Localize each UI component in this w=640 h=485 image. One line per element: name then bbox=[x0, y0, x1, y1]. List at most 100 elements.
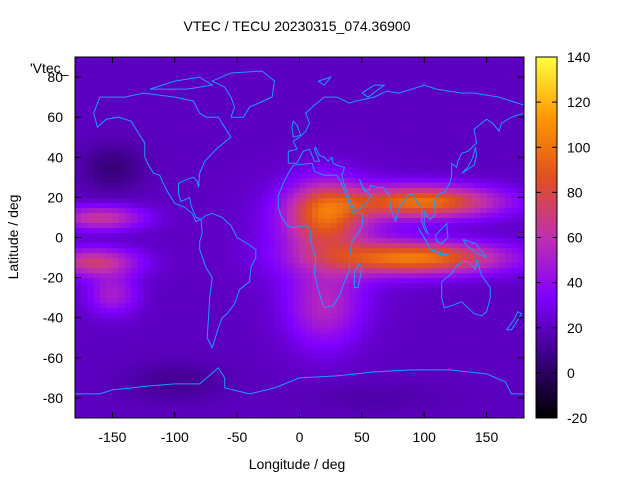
heatmap-cell bbox=[131, 287, 138, 294]
heatmap-cell bbox=[249, 167, 257, 173]
heatmap-cell bbox=[455, 207, 463, 214]
heatmap-cell bbox=[411, 252, 419, 259]
heatmap-cell bbox=[393, 412, 400, 418]
heatmap-cell bbox=[361, 112, 369, 118]
heatmap-cell bbox=[205, 182, 213, 188]
heatmap-cell bbox=[330, 402, 338, 409]
heatmap-cell bbox=[430, 162, 438, 168]
heatmap-cell bbox=[137, 92, 145, 98]
heatmap-cell bbox=[474, 157, 481, 163]
heatmap-cell bbox=[393, 67, 400, 73]
heatmap-cell bbox=[324, 227, 332, 234]
heatmap-cell bbox=[293, 197, 301, 203]
heatmap-cell bbox=[480, 342, 488, 349]
heatmap-cell bbox=[249, 152, 257, 158]
heatmap-cell bbox=[255, 102, 263, 108]
heatmap-cell bbox=[499, 292, 506, 299]
heatmap-cell bbox=[81, 397, 89, 404]
heatmap-cell bbox=[75, 72, 82, 78]
heatmap-cell bbox=[131, 247, 138, 254]
heatmap-cell bbox=[299, 407, 307, 414]
heatmap-cell bbox=[449, 332, 457, 339]
heatmap-cell bbox=[199, 117, 207, 123]
heatmap-cell bbox=[436, 397, 444, 404]
heatmap-cell bbox=[81, 142, 89, 148]
heatmap-cell bbox=[361, 382, 369, 389]
heatmap-cell bbox=[318, 187, 326, 193]
heatmap-cell bbox=[162, 247, 170, 254]
heatmap-cell bbox=[81, 77, 89, 83]
heatmap-cell bbox=[349, 327, 357, 334]
heatmap-cell bbox=[492, 152, 500, 158]
heatmap-cell bbox=[318, 192, 326, 198]
heatmap-cell bbox=[461, 102, 469, 108]
heatmap-cell bbox=[262, 127, 269, 133]
heatmap-cell bbox=[75, 387, 82, 394]
heatmap-cell bbox=[442, 192, 450, 198]
heatmap-cell bbox=[249, 182, 257, 188]
heatmap-cell bbox=[87, 347, 95, 354]
heatmap-cell bbox=[162, 407, 170, 414]
heatmap-cell bbox=[380, 187, 388, 193]
heatmap-cell bbox=[343, 307, 350, 314]
heatmap-cell bbox=[268, 197, 276, 203]
heatmap-cell bbox=[224, 257, 232, 264]
heatmap-cell bbox=[268, 352, 276, 359]
heatmap-cell bbox=[499, 232, 506, 239]
heatmap-cell bbox=[81, 147, 89, 153]
heatmap-cell bbox=[424, 62, 432, 68]
heatmap-cell bbox=[455, 202, 463, 209]
heatmap-cell bbox=[424, 347, 432, 354]
heatmap-cell bbox=[393, 377, 400, 384]
heatmap-cell bbox=[212, 407, 220, 414]
heatmap-cell bbox=[336, 307, 344, 314]
heatmap-cell bbox=[156, 222, 163, 229]
heatmap-cell bbox=[143, 357, 151, 364]
heatmap-cell bbox=[368, 77, 375, 83]
heatmap-cell bbox=[336, 262, 344, 269]
heatmap-cell bbox=[461, 172, 469, 178]
heatmap-cell bbox=[442, 112, 450, 118]
heatmap-cell bbox=[137, 237, 145, 244]
heatmap-cell bbox=[287, 357, 294, 364]
heatmap-cell bbox=[349, 72, 357, 78]
heatmap-cell bbox=[330, 212, 338, 219]
heatmap-cell bbox=[399, 102, 407, 108]
heatmap-cell bbox=[249, 372, 257, 379]
heatmap-cell bbox=[255, 77, 263, 83]
heatmap-cell bbox=[205, 152, 213, 158]
heatmap-cell bbox=[75, 97, 82, 103]
heatmap-cell bbox=[224, 262, 232, 269]
heatmap-cell bbox=[305, 97, 313, 103]
heatmap-cell bbox=[230, 222, 238, 229]
heatmap-cell bbox=[212, 92, 220, 98]
heatmap-cell bbox=[311, 277, 319, 284]
heatmap-cell bbox=[106, 367, 114, 374]
heatmap-cell bbox=[262, 132, 269, 138]
heatmap-cell bbox=[274, 117, 282, 123]
heatmap-cell bbox=[424, 67, 432, 73]
heatmap-cell bbox=[124, 297, 132, 304]
heatmap-cell bbox=[330, 307, 338, 314]
heatmap-cell bbox=[299, 257, 307, 264]
heatmap-cell bbox=[380, 262, 388, 269]
heatmap-cell bbox=[486, 407, 494, 414]
heatmap-cell bbox=[137, 207, 145, 214]
heatmap-cell bbox=[99, 222, 107, 229]
heatmap-cell bbox=[499, 97, 506, 103]
heatmap-cell bbox=[187, 347, 195, 354]
heatmap-cell bbox=[293, 147, 301, 153]
heatmap-cell bbox=[280, 397, 288, 404]
heatmap-cell bbox=[199, 222, 207, 229]
heatmap-cell bbox=[411, 317, 419, 324]
heatmap-cell bbox=[311, 247, 319, 254]
heatmap-cell bbox=[112, 387, 120, 394]
heatmap-cell bbox=[187, 372, 195, 379]
heatmap-cell bbox=[199, 397, 207, 404]
heatmap-cell bbox=[81, 182, 89, 188]
heatmap-cell bbox=[355, 347, 363, 354]
heatmap-cell bbox=[343, 217, 350, 224]
heatmap-cell bbox=[137, 382, 145, 389]
heatmap-cell bbox=[455, 187, 463, 193]
heatmap-cell bbox=[436, 362, 444, 369]
